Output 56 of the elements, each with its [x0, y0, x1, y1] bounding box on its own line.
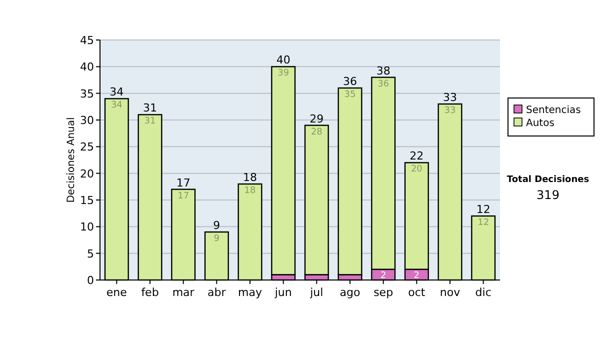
total-label: 40 — [276, 54, 290, 67]
y-tick-label: 25 — [80, 140, 94, 154]
total-label: 29 — [310, 112, 324, 126]
y-axis-title: Decisiones Anual — [66, 117, 77, 203]
data-label: 20 — [410, 164, 423, 175]
x-tick-label: mar — [172, 286, 195, 299]
y-tick-label: 0 — [87, 274, 94, 287]
text: Total Decisiones — [506, 175, 590, 185]
x-tick-label: jun — [274, 286, 292, 299]
data-label: 12 — [478, 218, 490, 228]
x-tick-label: dic — [475, 286, 492, 299]
data-label: 2 — [380, 271, 386, 282]
bar — [271, 66, 296, 276]
bar — [338, 87, 362, 276]
total-label: 38 — [376, 64, 390, 78]
total-label: 22 — [410, 150, 424, 163]
y-tick-label: 35 — [80, 87, 94, 100]
total-label: 18 — [243, 171, 257, 184]
data-label: 33 — [444, 106, 456, 116]
total-label: 17 — [176, 176, 190, 190]
total-label: 9 — [213, 219, 220, 232]
total-label: 33 — [443, 91, 457, 104]
data-label: 36 — [378, 79, 390, 90]
text: 319 — [536, 188, 560, 202]
data-label: 35 — [344, 90, 356, 100]
y-tick-label: 5 — [87, 247, 94, 260]
total-label: 12 — [476, 203, 490, 216]
y-tick-label: 15 — [80, 194, 94, 207]
x-tick-label: sep — [374, 286, 394, 299]
legend-label: Autos — [526, 118, 554, 129]
data-label: 17 — [178, 191, 190, 202]
x-tick-label: abr — [208, 286, 226, 299]
data-label: 9 — [214, 234, 220, 244]
y-tick-label: 20 — [80, 167, 94, 180]
x-tick-label: nov — [440, 286, 461, 299]
data-label: 28 — [310, 127, 323, 138]
data-label: 31 — [144, 116, 156, 127]
x-tick-label: ago — [340, 286, 360, 299]
data-label: 18 — [244, 186, 256, 196]
y-tick-label: 40 — [80, 60, 94, 74]
legend-label: Sentencias — [526, 105, 581, 116]
x-tick-label: ene — [106, 286, 128, 299]
total-label: 31 — [143, 102, 157, 115]
bar — [304, 124, 329, 276]
x-tick-label: may — [238, 286, 262, 299]
data-label: 2 — [414, 271, 420, 282]
y-tick-label: 10 — [80, 220, 94, 234]
x-tick-label: oct — [408, 286, 426, 299]
total-label: 36 — [343, 75, 357, 88]
x-tick-label: feb — [141, 286, 159, 299]
data-label: 34 — [110, 100, 123, 111]
x-tick-label: jul — [309, 286, 324, 299]
data-label: 39 — [278, 68, 290, 79]
y-tick-label: 30 — [80, 114, 94, 127]
y-tick-label: 45 — [80, 34, 94, 47]
total-label: 34 — [110, 86, 124, 99]
